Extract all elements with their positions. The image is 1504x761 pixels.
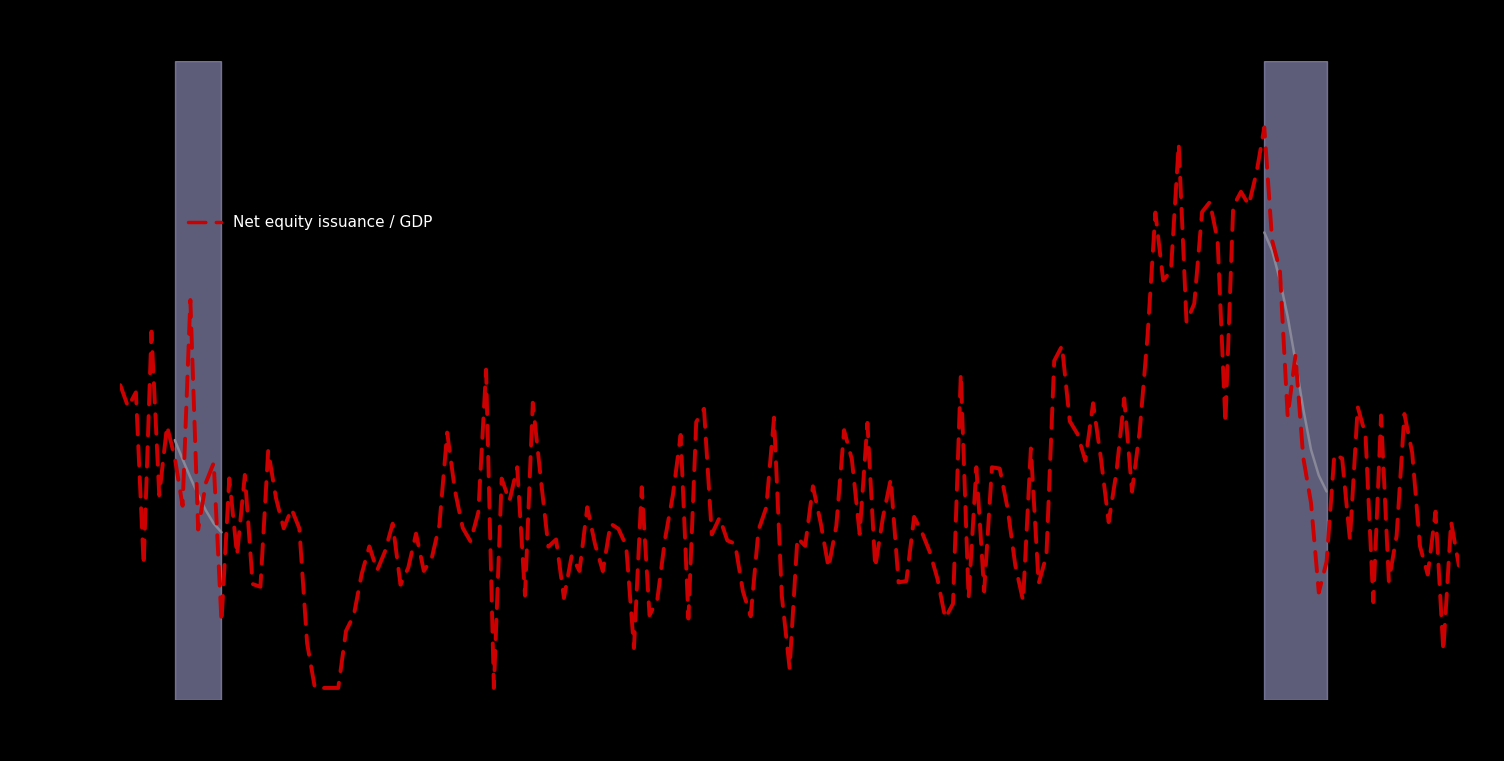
Legend: Net equity issuance / GDP: Net equity issuance / GDP: [182, 209, 439, 237]
Bar: [1265, 61, 1327, 700]
Bar: [174, 61, 221, 700]
